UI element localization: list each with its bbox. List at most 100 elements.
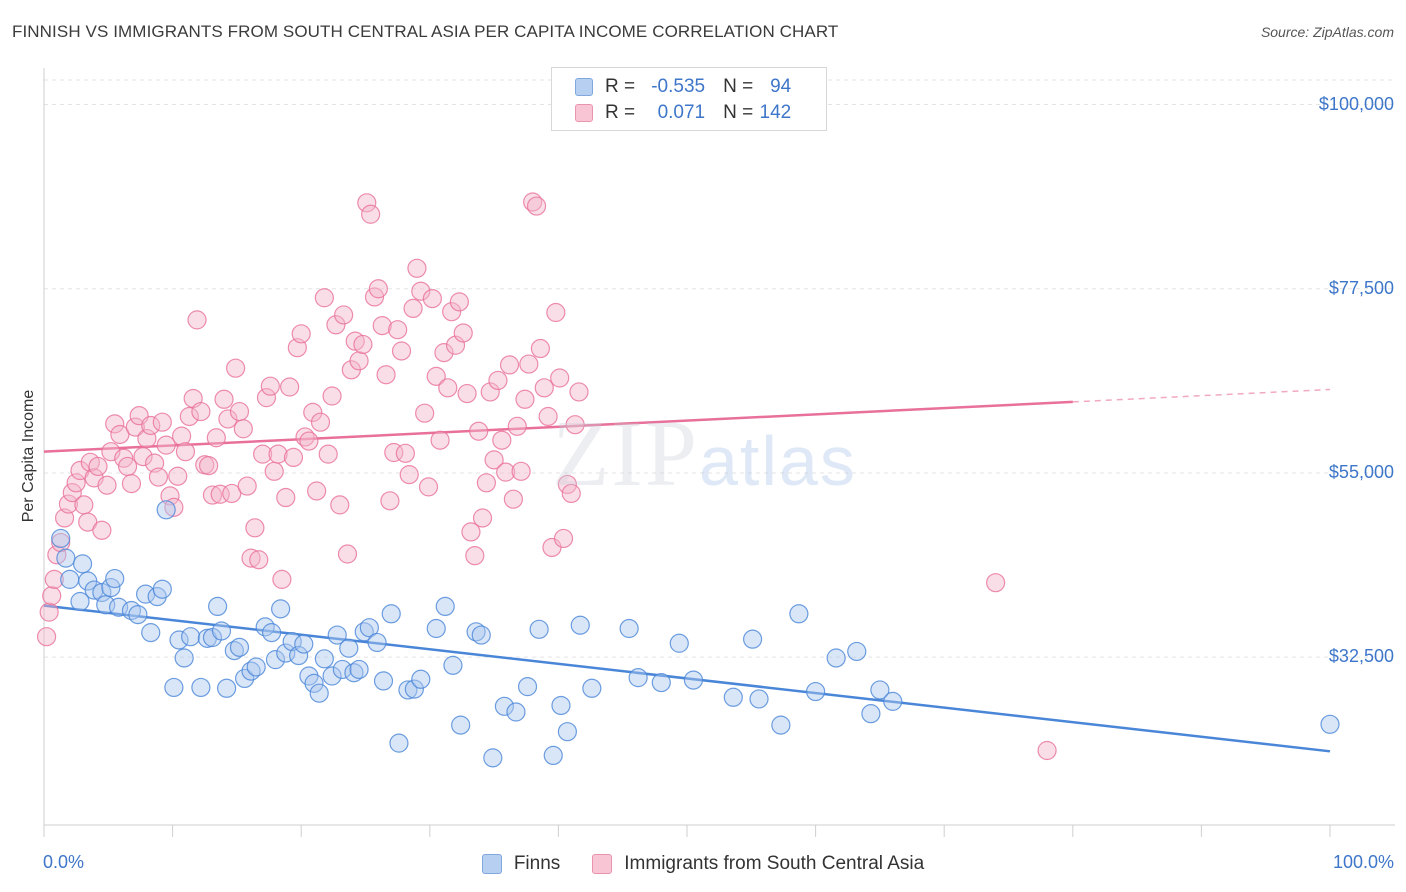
y-tick-label: $77,500: [1328, 277, 1394, 298]
immigrants-point: [561, 483, 581, 504]
trend-line-extension-1: [1072, 388, 1331, 403]
stats-legend-row-finns: R = -0.535 N = 94: [575, 75, 791, 99]
immigrants-point: [276, 487, 296, 508]
immigrants-point: [511, 461, 531, 481]
immigrants-point: [310, 412, 331, 432]
immigrants-point: [133, 446, 153, 467]
legend-item-immigrants[interactable]: Immigrants from South Central Asia: [592, 853, 924, 875]
finns-point: [742, 629, 763, 649]
finns-point: [70, 591, 90, 612]
immigrants-point: [206, 428, 226, 448]
finns-point: [870, 680, 890, 700]
chart-source: Source: ZipAtlas.com: [1260, 24, 1394, 40]
n-label: N =: [723, 76, 754, 97]
chart-title: FINNISH VS IMMIGRANTS FROM SOUTH CENTRAL…: [12, 22, 839, 41]
finns-point: [494, 696, 514, 716]
legend-item-finns[interactable]: Finns: [481, 853, 561, 875]
r-label: R =: [605, 76, 636, 97]
immigrants-point: [492, 430, 512, 450]
y-tick-label: $32,500: [1328, 646, 1394, 667]
immigrants-point: [457, 383, 477, 404]
finns-point: [246, 657, 266, 677]
finns-point: [506, 702, 526, 722]
immigrants-point: [411, 281, 431, 301]
immigrants-point: [461, 522, 481, 542]
finns-n-value: 94: [770, 76, 792, 97]
finns-point: [224, 641, 244, 661]
finns-point: [471, 625, 491, 645]
immigrants-point: [388, 320, 408, 340]
legend-label-finns: Finns: [513, 853, 561, 874]
finns-point: [805, 681, 826, 702]
finns-point: [304, 673, 324, 693]
finns-point: [105, 568, 125, 589]
immigrants-point: [272, 569, 292, 589]
finns-point: [451, 715, 471, 735]
immigrants-legend-swatch: [592, 854, 613, 874]
finns-point: [861, 704, 881, 724]
stats-legend: R = -0.535 N = 94 R = 0.071 N = 142: [551, 67, 827, 131]
immigrants-point: [303, 402, 323, 422]
finns-point: [169, 630, 189, 650]
immigrants-n-value: 142: [759, 102, 792, 123]
finns-point: [262, 623, 282, 643]
immigrants-point: [66, 473, 86, 493]
immigrants-point: [395, 443, 415, 463]
finns-point: [72, 554, 93, 574]
immigrants-point: [175, 442, 196, 462]
finns-point: [373, 671, 394, 691]
immigrants-point: [519, 354, 539, 374]
finns-point: [883, 691, 903, 711]
immigrants-point: [357, 193, 377, 213]
finns-point: [669, 633, 689, 653]
immigrants-point: [499, 355, 520, 375]
immigrants-point: [268, 444, 288, 464]
finns-point: [466, 622, 486, 642]
immigrants-point: [280, 377, 300, 397]
immigrants-point: [476, 473, 496, 493]
immigrants-point: [44, 569, 64, 589]
immigrants-point: [179, 406, 199, 427]
immigrants-point: [484, 450, 504, 470]
r-label: R =: [605, 102, 636, 123]
finns-point: [543, 745, 563, 766]
immigrants-point: [550, 368, 570, 388]
finns-point: [826, 648, 846, 668]
immigrants-point: [141, 415, 161, 436]
immigrants-swatch: [575, 104, 593, 122]
trend-line-0: [43, 604, 1331, 753]
immigrants-point: [469, 421, 489, 441]
finns-point: [208, 596, 228, 617]
finns-point: [289, 645, 309, 666]
finns-point: [570, 615, 590, 635]
legend-label-immigrants: Immigrants from South Central Asia: [624, 853, 925, 874]
immigrants-point: [553, 528, 574, 549]
immigrants-point: [496, 462, 516, 482]
immigrants-point: [58, 494, 79, 514]
immigrants-point: [88, 456, 108, 477]
x-tick-label-min: 0.0%: [43, 852, 85, 872]
watermark-zip: ZIP: [552, 402, 699, 506]
immigrants-point: [337, 544, 358, 564]
finns-swatch: [575, 78, 593, 96]
immigrants-point: [330, 495, 350, 515]
finns-point: [339, 638, 359, 658]
immigrants-point: [222, 483, 242, 504]
finns-point: [322, 666, 342, 686]
finns-point: [294, 634, 314, 654]
immigrants-point: [62, 483, 82, 503]
immigrants-point: [430, 430, 450, 450]
immigrants-point: [534, 378, 554, 398]
finns-point: [309, 683, 329, 703]
finns-point: [211, 621, 232, 641]
finns-point: [235, 668, 255, 689]
trend-lines: [43, 388, 1331, 753]
n-label: N =: [723, 102, 754, 123]
immigrants-point: [391, 341, 412, 361]
immigrants-point: [233, 419, 253, 439]
finns-point: [359, 618, 379, 638]
immigrants-point: [507, 416, 527, 436]
finns-point: [141, 623, 161, 643]
immigrants-point: [172, 426, 192, 446]
immigrants-point: [245, 518, 265, 538]
